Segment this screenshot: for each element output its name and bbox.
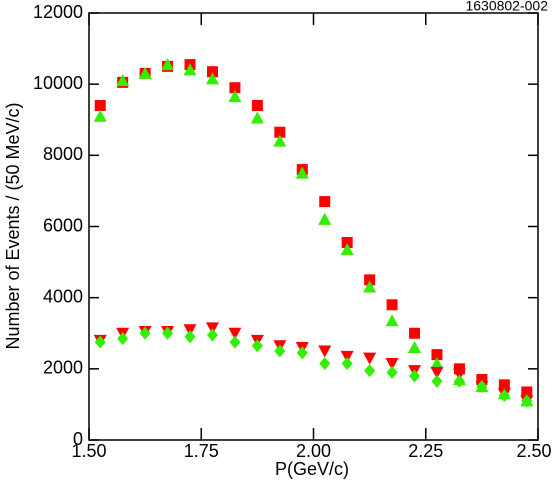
point <box>452 368 466 381</box>
point <box>138 66 152 79</box>
y-tick-label: 10000 <box>33 73 83 93</box>
point <box>205 72 219 85</box>
point <box>408 340 422 353</box>
y-tick-label: 6000 <box>43 215 83 235</box>
plot-frame <box>88 12 539 441</box>
point <box>498 389 510 403</box>
point <box>386 299 398 311</box>
point <box>161 58 175 71</box>
point <box>94 100 106 112</box>
point <box>251 100 263 112</box>
point <box>94 335 106 349</box>
point <box>386 365 398 379</box>
point <box>409 369 421 383</box>
point <box>431 349 443 361</box>
x-tick-label: 2.00 <box>296 441 331 461</box>
point <box>318 212 332 225</box>
point <box>430 366 444 379</box>
point <box>385 357 399 370</box>
point <box>363 352 377 365</box>
point <box>319 196 331 208</box>
point <box>296 346 308 360</box>
point <box>251 339 263 353</box>
point <box>229 82 241 94</box>
point <box>521 394 533 408</box>
x-axis-label: P(GeV/c) <box>275 459 349 479</box>
point <box>319 356 331 370</box>
point <box>341 356 353 370</box>
point <box>363 280 377 293</box>
point <box>498 379 510 391</box>
point <box>206 66 218 78</box>
x-tick-label: 1.50 <box>71 441 106 461</box>
point <box>385 314 399 327</box>
point <box>117 332 129 346</box>
point <box>93 109 107 122</box>
point <box>162 326 174 340</box>
annotation: 1630802-002 <box>465 0 548 14</box>
point <box>250 111 264 124</box>
point <box>340 243 354 256</box>
point <box>430 356 444 369</box>
point <box>229 335 241 349</box>
point <box>364 364 376 378</box>
point <box>116 74 130 87</box>
x-tick-label: 2.25 <box>408 441 443 461</box>
point <box>274 344 286 358</box>
point <box>453 374 465 388</box>
x-tick-label: 1.75 <box>184 441 219 461</box>
y-tick-label: 12000 <box>33 2 83 22</box>
point <box>341 237 353 249</box>
point <box>295 166 309 179</box>
y-tick-label: 0 <box>73 429 83 449</box>
point <box>340 350 354 363</box>
y-tick-label: 2000 <box>43 358 83 378</box>
point <box>139 326 151 340</box>
point <box>228 327 242 340</box>
point <box>521 386 533 398</box>
point <box>431 374 443 388</box>
point <box>273 134 287 147</box>
x-tick-label: 2.50 <box>516 441 551 461</box>
point <box>183 63 197 76</box>
point <box>205 322 219 335</box>
point <box>364 274 376 286</box>
point <box>184 330 196 344</box>
y-tick-label: 4000 <box>43 286 83 306</box>
point <box>476 380 488 394</box>
y-tick-label: 8000 <box>43 144 83 164</box>
y-axis-label: Number of Events / (50 MeV/c) <box>3 102 23 349</box>
point <box>318 345 332 358</box>
point <box>274 126 286 138</box>
point <box>409 327 421 339</box>
point <box>228 90 242 103</box>
point <box>206 328 218 342</box>
point <box>183 324 197 337</box>
